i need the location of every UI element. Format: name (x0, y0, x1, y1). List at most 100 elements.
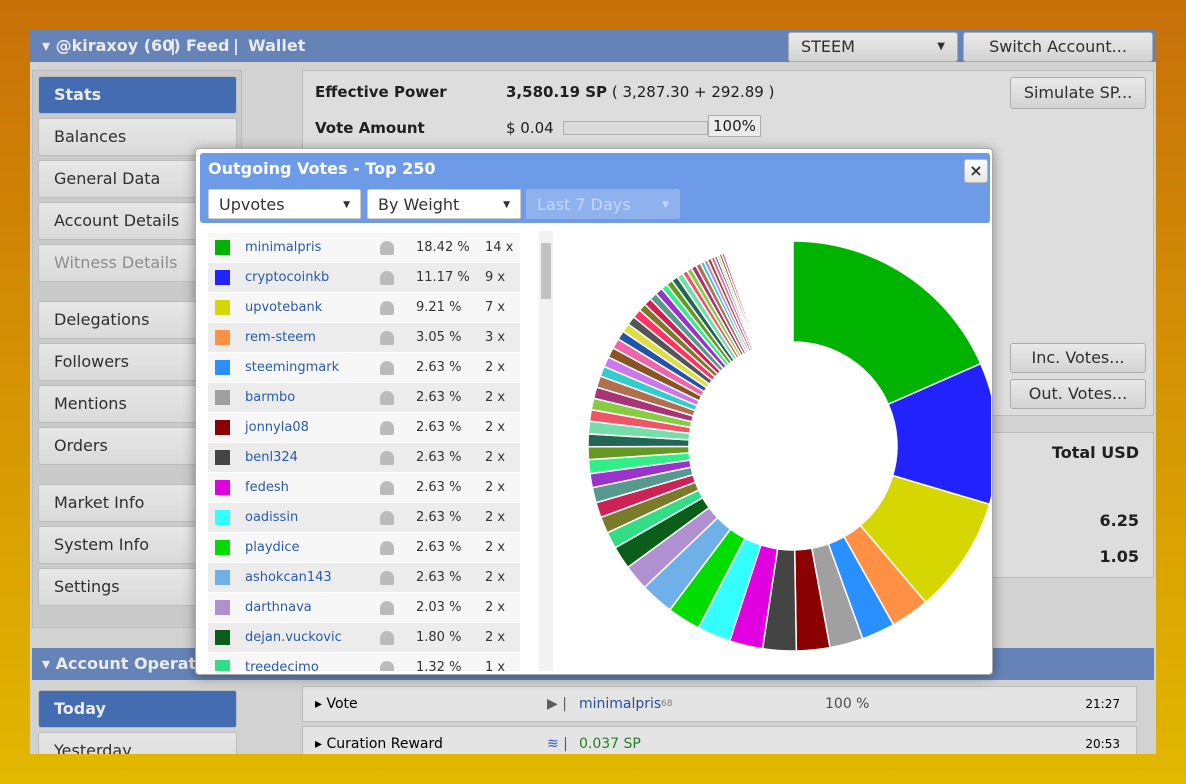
vote-percent: 2.63 % (416, 540, 462, 555)
filter-select[interactable]: By Weight ▼ (367, 189, 521, 219)
vote-percent: 2.63 % (416, 420, 462, 435)
vote-row: barmbo 2.63 % 2 x (208, 383, 520, 412)
sidebar-item[interactable]: Stats (38, 76, 237, 114)
vote-percent: 1.32 % (416, 660, 462, 671)
color-swatch (215, 240, 230, 255)
avatar (380, 421, 394, 435)
ops-tab[interactable]: Today (38, 690, 237, 728)
vote-percent: 2.63 % (416, 510, 462, 525)
voter-name[interactable]: minimalpris (245, 240, 322, 255)
avatar (380, 451, 394, 465)
vote-count: 2 x (485, 540, 506, 555)
voter-name[interactable]: steemingmark (245, 360, 340, 375)
avatar (380, 511, 394, 525)
voter-name[interactable]: upvotebank (245, 300, 323, 315)
voter-name[interactable]: oadissin (245, 510, 299, 525)
vote-percent: 2.63 % (416, 480, 462, 495)
avatar (380, 241, 394, 255)
vote-count: 1 x (485, 660, 506, 671)
color-swatch (215, 450, 230, 465)
voter-name[interactable]: cryptocoinkb (245, 270, 330, 285)
vote-count: 14 x (485, 240, 514, 255)
label: Effective Power (315, 83, 447, 101)
vote-row: fedesh 2.63 % 2 x (208, 473, 520, 502)
voter-name[interactable]: benl324 (245, 450, 298, 465)
donut-chart (587, 240, 991, 652)
color-swatch (215, 300, 230, 315)
avatar (380, 571, 394, 585)
color-swatch (215, 390, 230, 405)
scrollbar[interactable] (539, 231, 553, 671)
scroll-thumb[interactable] (541, 243, 551, 299)
ops-tab[interactable]: Yesterday (38, 732, 237, 754)
vote-row: upvotebank 9.21 % 7 x (208, 293, 520, 322)
color-swatch (215, 660, 230, 671)
color-swatch (215, 540, 230, 555)
donut-slice (756, 242, 777, 345)
vote-list: minimalpris 18.42 % 14 x cryptocoinkb 11.17 … (208, 233, 524, 671)
vote-percent: 1.80 % (416, 630, 462, 645)
vote-count: 2 x (485, 570, 506, 585)
color-swatch (215, 510, 230, 525)
voter-name[interactable]: jonnyla08 (245, 420, 309, 435)
color-swatch (215, 270, 230, 285)
vote-percent: 2.63 % (416, 360, 462, 375)
color-swatch (215, 630, 230, 645)
avatar (380, 481, 394, 495)
avatar (380, 391, 394, 405)
currency-select[interactable]: STEEM ▼ (788, 32, 958, 62)
simulate-button[interactable]: Simulate SP... (1010, 77, 1146, 109)
filter-select: Last 7 Days ▼ (526, 189, 680, 219)
vote-row: minimalpris 18.42 % 14 x (208, 233, 520, 262)
avatar (380, 541, 394, 555)
close-button[interactable]: × (964, 159, 988, 183)
avatar (380, 631, 394, 645)
vote-row: ashokcan143 2.63 % 2 x (208, 563, 520, 592)
avatar (380, 601, 394, 615)
voter-name[interactable]: dejan.vuckovic (245, 630, 342, 645)
color-swatch (215, 570, 230, 585)
color-swatch (215, 600, 230, 615)
avatar (380, 361, 394, 375)
vote-count: 2 x (485, 420, 506, 435)
feed-link[interactable]: Feed (186, 36, 230, 55)
inc-votes-button[interactable]: Inc. Votes... (1010, 343, 1146, 373)
op-row[interactable]: ▸ Curation Reward ≋ | 0.037 SP 20:53 (302, 726, 1137, 754)
voter-name[interactable]: rem-steem (245, 330, 316, 345)
vote-row: steemingmark 2.63 % 2 x (208, 353, 520, 382)
voter-name[interactable]: ashokcan143 (245, 570, 332, 585)
voter-name[interactable]: fedesh (245, 480, 289, 495)
vote-slider[interactable] (563, 121, 708, 135)
total-usd: 1.05 (1099, 547, 1139, 566)
vote-count: 7 x (485, 300, 506, 315)
color-swatch (215, 330, 230, 345)
vote-count: 2 x (485, 510, 506, 525)
voter-name[interactable]: treedecimo (245, 660, 319, 671)
op-row[interactable]: ▸ Vote ▶ | minimalpris 68 100 % 21:27 (302, 686, 1137, 722)
wallet-link[interactable]: Wallet (248, 36, 306, 55)
filter-select[interactable]: Upvotes ▼ (208, 189, 361, 219)
vote-row: benl324 2.63 % 2 x (208, 443, 520, 472)
label: Vote Amount (315, 119, 425, 137)
vote-percent: 2.63 % (416, 450, 462, 465)
vote-percent: 3.05 % (416, 330, 462, 345)
voter-name[interactable]: barmbo (245, 390, 296, 405)
avatar (380, 271, 394, 285)
color-swatch (215, 480, 230, 495)
total-usd-label: Total USD (1051, 443, 1139, 462)
vote-percent[interactable]: 100% (708, 115, 761, 137)
vote-row: oadissin 2.63 % 2 x (208, 503, 520, 532)
vote-percent: 18.42 % (416, 240, 470, 255)
switch-account[interactable]: Switch Account... (963, 32, 1153, 62)
voter-name[interactable]: playdice (245, 540, 300, 555)
vote-percent: 2.63 % (416, 390, 462, 405)
voter-name[interactable]: darthnava (245, 600, 312, 615)
vote-row: treedecimo 1.32 % 1 x (208, 653, 520, 671)
account[interactable]: ▾ @kiraxoy (60) (42, 36, 181, 55)
color-swatch (215, 420, 230, 435)
out-votes-button[interactable]: Out. Votes... (1010, 379, 1146, 409)
avatar (380, 661, 394, 671)
sep: | (170, 36, 176, 55)
vote-row: cryptocoinkb 11.17 % 9 x (208, 263, 520, 292)
vote-count: 2 x (485, 600, 506, 615)
